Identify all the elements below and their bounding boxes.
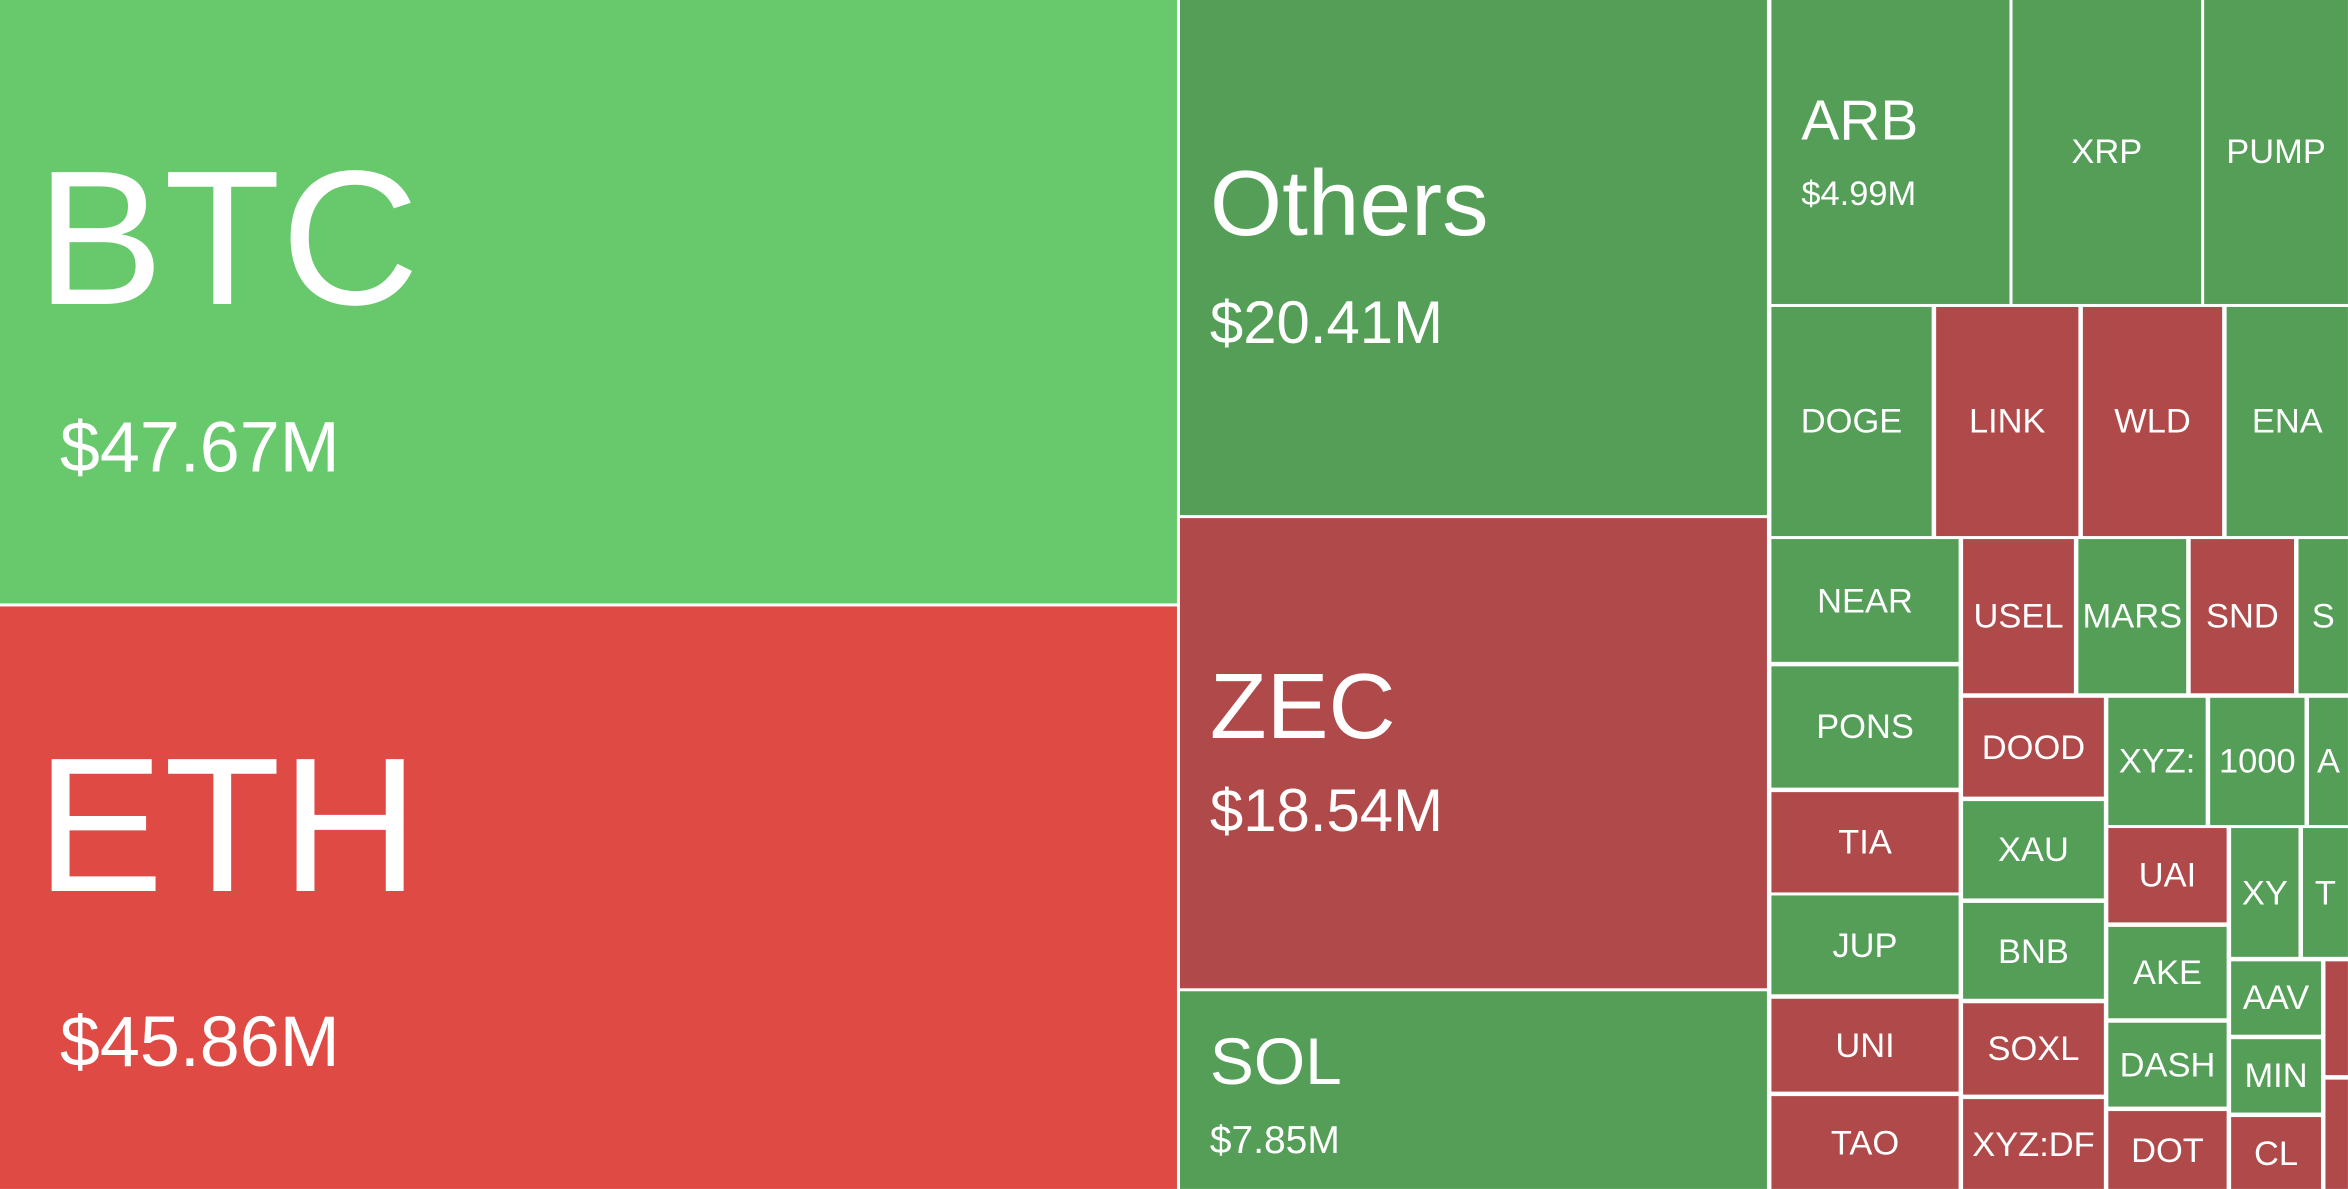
tile-label[interactable]: T bbox=[2303, 828, 2348, 957]
tile-label: SOL bbox=[1209, 1025, 1342, 1100]
tile-label[interactable]: UNI bbox=[1771, 998, 1959, 1092]
tile[interactable] bbox=[2325, 1079, 2348, 1189]
tile-label[interactable]: MIN bbox=[2231, 1039, 2321, 1113]
tile-label[interactable]: XRP bbox=[2012, 0, 2202, 304]
tile-label[interactable]: XAU bbox=[1963, 801, 2104, 899]
tile[interactable]: ETH $45.86M bbox=[0, 606, 1177, 1189]
tile-label[interactable]: LINK bbox=[1936, 306, 2079, 537]
tile-label[interactable]: XYZ: bbox=[2108, 697, 2206, 826]
tile-value: $20.41M bbox=[1209, 290, 1444, 357]
tile-value: $47.67M bbox=[59, 408, 340, 489]
tile-label[interactable]: JUP bbox=[1771, 895, 1959, 995]
tile-label: Others bbox=[1209, 152, 1489, 257]
tile-label[interactable]: TAO bbox=[1771, 1096, 1959, 1189]
tile[interactable] bbox=[2325, 961, 2348, 1076]
tile-label[interactable]: PUMP bbox=[2204, 0, 2348, 304]
tile-label[interactable]: CL bbox=[2231, 1117, 2321, 1189]
tile-label[interactable]: DOT bbox=[2108, 1111, 2227, 1189]
tile-label[interactable]: SND bbox=[2190, 539, 2295, 694]
tile-label[interactable]: BNB bbox=[1963, 902, 2104, 999]
tile-label[interactable]: USEL bbox=[1963, 539, 2074, 694]
tile-value: $7.85M bbox=[1209, 1117, 1340, 1162]
tile[interactable]: Others $20.41M bbox=[1179, 0, 1767, 516]
tile-label[interactable]: WLD bbox=[2082, 306, 2223, 537]
tile-label[interactable]: A bbox=[2308, 697, 2348, 826]
tile-label: ZEC bbox=[1209, 655, 1396, 760]
tile-label[interactable]: AKE bbox=[2108, 926, 2227, 1019]
tile-label[interactable]: PONS bbox=[1771, 666, 1959, 788]
tile-label: ETH bbox=[35, 718, 420, 933]
tile-label[interactable]: NEAR bbox=[1771, 539, 1959, 662]
tile-label[interactable]: MARS bbox=[2078, 539, 2187, 694]
tile-value: $18.54M bbox=[1209, 778, 1444, 845]
tile-label[interactable]: 1000 bbox=[2210, 697, 2305, 826]
tile-label[interactable]: DOOD bbox=[1963, 697, 2104, 797]
tile[interactable]: BTC $47.67M bbox=[0, 0, 1177, 604]
tile[interactable]: SOL $7.85M bbox=[1179, 991, 1767, 1189]
tile-label[interactable]: SOXL bbox=[1963, 1003, 2104, 1095]
tile-label[interactable]: AAV bbox=[2231, 961, 2321, 1035]
tile[interactable]: ZEC $18.54M bbox=[1179, 518, 1767, 989]
tile[interactable]: ARB $4.99M bbox=[1771, 0, 2010, 304]
tile-value: $4.99M bbox=[1801, 173, 1917, 213]
tile-label[interactable]: DASH bbox=[2108, 1022, 2227, 1107]
tile-label: ARB bbox=[1801, 89, 1919, 153]
tile-label[interactable]: UAI bbox=[2108, 828, 2227, 923]
tile-label[interactable]: XY bbox=[2231, 828, 2299, 957]
tile-label[interactable]: ENA bbox=[2226, 306, 2348, 537]
tile-label[interactable]: S bbox=[2298, 539, 2348, 694]
tile-label[interactable]: XYZ:DF bbox=[1963, 1099, 2104, 1189]
tile-value: $45.86M bbox=[59, 1003, 340, 1083]
tile-label[interactable]: TIA bbox=[1771, 792, 1959, 893]
tile-label: BTC bbox=[35, 131, 420, 346]
tile-label[interactable]: DOGE bbox=[1771, 306, 1932, 537]
